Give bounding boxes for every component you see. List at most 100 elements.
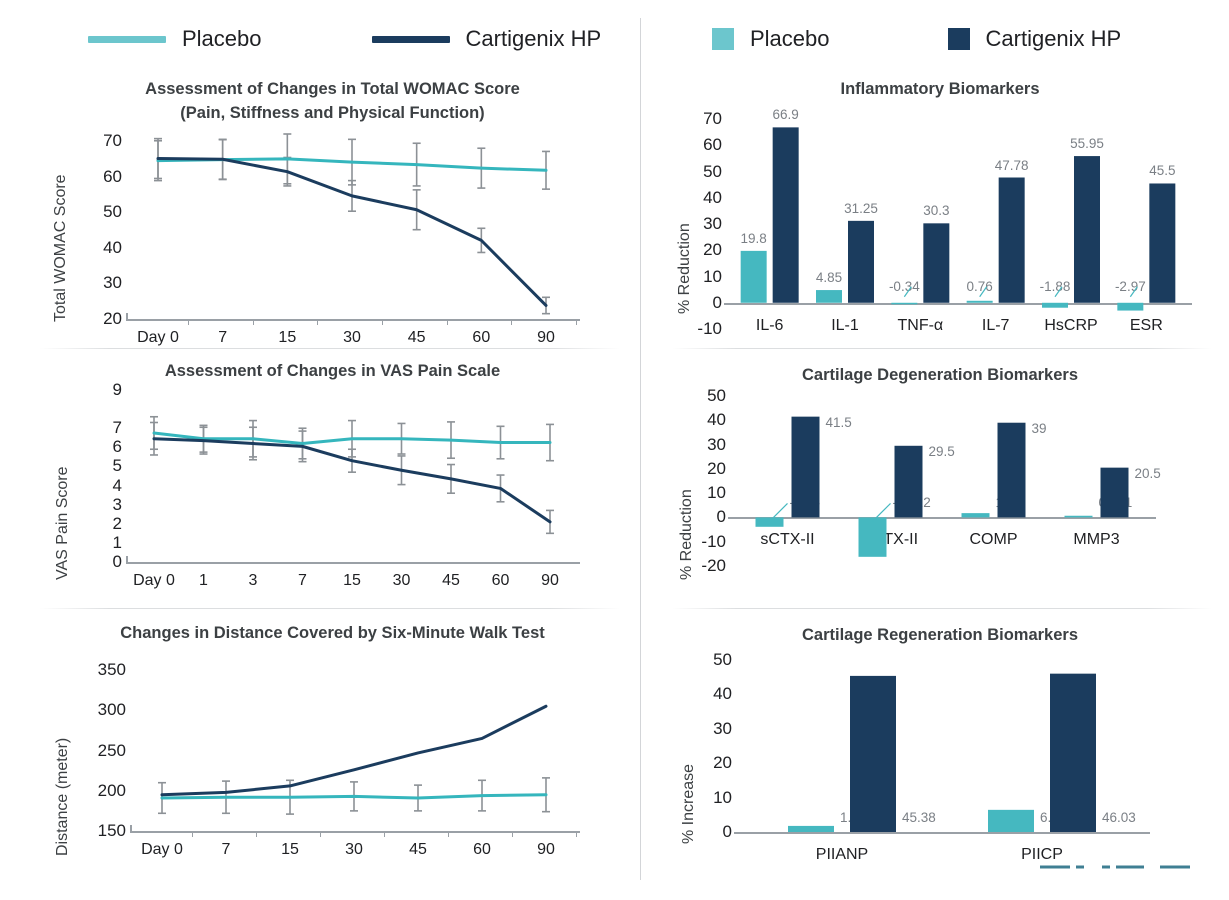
legend-swatch-cartigenix	[947, 28, 970, 50]
panel-inflammatory: Inflammatory Biomarkers % Reduction -10 0…	[664, 78, 1216, 343]
x-tick-mark	[511, 319, 513, 325]
line-series-svg	[154, 133, 550, 315]
panel-vas: Assessment of Changes in VAS Pain Scale …	[40, 358, 625, 606]
x-tick-mark	[512, 831, 513, 837]
y-tick-label: 30	[103, 273, 122, 293]
y-tick-label: 0	[712, 292, 722, 312]
x-category-label: PIICP	[1021, 846, 1063, 863]
y-tick-label: 10	[713, 787, 732, 807]
bar-value-label: 30.3	[923, 203, 950, 219]
panel-title-walk: Changes in Distance Covered by Six-Minut…	[120, 624, 545, 642]
bar-sctx-ii-placebo	[755, 517, 784, 527]
label-leader-line	[903, 286, 912, 298]
y-tick-label: 40	[713, 684, 732, 704]
plot-area-womac: 20 30 40 50 60 70 Day 0 7 15 30 45 60 90	[103, 131, 580, 346]
y-axis-stub	[130, 825, 132, 833]
legend-item-cartigenix-line: Cartigenix HP	[371, 26, 602, 52]
bar-series-svg	[788, 673, 1096, 832]
zero-baseline	[728, 517, 1156, 520]
bar-value-label: 29.5	[928, 443, 955, 459]
legend-left-panels: Placebo Cartigenix HP	[88, 26, 601, 52]
x-category-label: HsCRP	[1044, 316, 1098, 334]
y-tick-label: 50	[713, 650, 732, 669]
legend-item-placebo-line: Placebo	[88, 26, 262, 52]
y-tick-label: 20	[103, 309, 122, 328]
bar-series-svg	[740, 127, 1176, 311]
y-tick-label: 30	[713, 718, 732, 738]
label-leader-line	[1054, 286, 1063, 298]
x-category-label: MMP3	[1073, 531, 1120, 549]
x-tick-label: 7	[298, 572, 307, 589]
y-tick-label: 70	[103, 131, 122, 151]
y-axis-stub	[126, 556, 128, 564]
label-leader-line	[979, 286, 988, 298]
line-series-svg	[150, 415, 554, 535]
panel-degeneration: Cartilage Degeneration Biomarkers % Redu…	[664, 358, 1216, 606]
x-tick-label: 7	[221, 841, 231, 858]
x-tick-label: 7	[218, 329, 228, 346]
clipped-legend-fragment	[1040, 864, 1200, 870]
legend-label-placebo: Placebo	[750, 26, 830, 51]
bar-mmp3-placebo	[1064, 515, 1093, 518]
bar-value-label: 55.95	[1070, 136, 1104, 152]
y-tick-label: 50	[707, 386, 726, 405]
bar-value-label: 66.9	[772, 107, 799, 123]
bar-value-label: 19.8	[740, 230, 767, 246]
line-series-svg	[158, 704, 550, 815]
y-tick-label: 20	[713, 753, 732, 773]
x-tick-label: 60	[491, 572, 510, 589]
x-tick-label: 30	[343, 329, 361, 346]
x-tick-label: 3	[248, 572, 258, 589]
x-tick-mark	[448, 831, 449, 837]
bar-value-label: 0.76	[966, 278, 993, 294]
x-tick-label: 15	[278, 329, 297, 346]
y-tick-label: 7	[112, 418, 122, 438]
x-tick-label: 60	[473, 841, 491, 858]
legend-label-cartigenix: Cartigenix HP	[465, 26, 602, 51]
zero-baseline	[724, 302, 1192, 305]
bar-value-label: 39	[1031, 420, 1047, 436]
bar-esr-placebo	[1117, 302, 1144, 311]
x-tick-label: 30	[345, 841, 363, 858]
bar-value-label: 31.25	[844, 200, 878, 216]
y-tick-label: 5	[112, 456, 122, 476]
x-category-label: ESR	[1129, 316, 1163, 334]
series-line-cartigenix-hp	[152, 437, 552, 524]
bar-piianp-placebo	[788, 825, 834, 832]
bar-value-label: -0.34	[888, 278, 920, 294]
x-category-label: IL-7	[981, 316, 1010, 334]
series-line-cartigenix-hp	[160, 704, 548, 797]
bar-value-label: 45.38	[902, 810, 936, 825]
x-tick-label: 15	[281, 841, 299, 858]
bar-il-1-cartigenix	[848, 220, 874, 303]
bar-comp-placebo	[961, 513, 990, 518]
x-axis-line	[126, 319, 580, 321]
x-category-label: IL-1	[831, 316, 859, 334]
bar-piianp-cartigenix	[850, 675, 896, 832]
title-line-2: (Pain, Stiffness and Physical Function)	[180, 103, 485, 122]
y-tick-label: -20	[701, 556, 726, 575]
bar-mmp3-cartigenix	[1100, 467, 1129, 518]
x-tick-label: 90	[537, 329, 555, 346]
right-separator-1	[672, 348, 1212, 349]
panel-title-regeneration: Cartilage Regeneration Biomarkers	[801, 626, 1078, 644]
bar-il-6-cartigenix	[772, 127, 799, 303]
y-tick-label: 0	[716, 507, 726, 527]
x-category-label: IL-6	[755, 316, 784, 334]
vertical-divider	[640, 18, 641, 880]
series-line-placebo	[152, 431, 552, 446]
x-tick-mark	[446, 319, 448, 325]
bar-value-label: 20.5	[1134, 465, 1161, 481]
x-tick-mark	[576, 319, 577, 325]
y-tick-label: 20	[707, 458, 726, 478]
y-tick-label: 250	[97, 740, 126, 760]
bar-series-svg	[755, 416, 1129, 557]
x-tick-mark	[188, 319, 189, 325]
x-category-label: PIIANP	[815, 846, 869, 863]
bar-esr-cartigenix	[1149, 183, 1176, 303]
x-axis-line	[130, 831, 580, 833]
x-tick-label: 15	[343, 572, 361, 589]
panel-title-womac: Assessment of Changes in Total WOMAC Sco…	[40, 78, 625, 126]
x-tick-label: Day 0	[133, 572, 175, 589]
